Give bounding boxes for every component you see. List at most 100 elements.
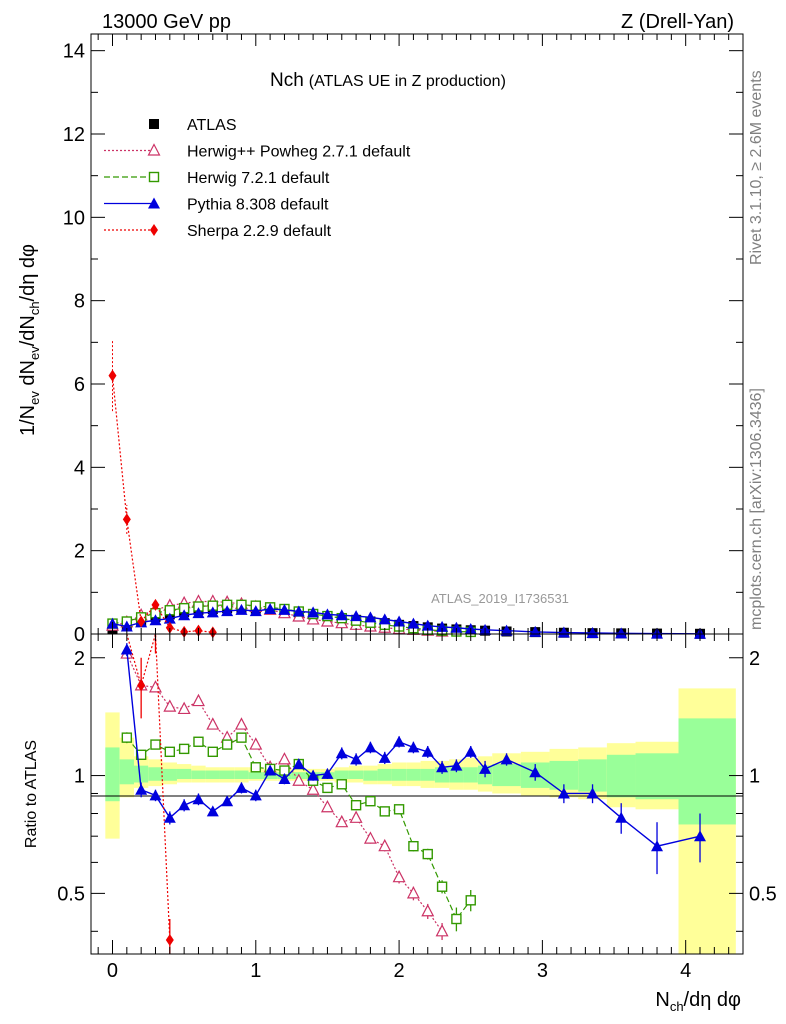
- ratio-band-inner: [133, 765, 149, 783]
- pythia-main-point: [407, 617, 420, 629]
- y-axis-label-ratio: Ratio to ATLAS: [23, 740, 40, 848]
- pythia-ratio-point: [557, 787, 570, 799]
- ratio-band-inner: [191, 770, 206, 779]
- pythia-ratio-point: [364, 741, 377, 753]
- pythia-ratio-point: [178, 799, 191, 811]
- main-ytick-label: 2: [74, 541, 85, 563]
- pythia-main-point: [249, 605, 262, 617]
- plot-title-sub: (ATLAS UE in Z production): [309, 73, 506, 90]
- pythia-main-point: [264, 603, 277, 614]
- sherpa-main-point: [108, 369, 117, 382]
- pythia-main-point: [615, 627, 628, 639]
- herwig7-ratio-point: [408, 840, 419, 852]
- pythia-main-point: [557, 626, 570, 638]
- herwigpp-ratio-point: [392, 869, 406, 883]
- herwig7-ratio-point: [178, 743, 190, 755]
- pythia-main-point: [450, 621, 463, 633]
- ratio-ytick-label: 0.5: [57, 883, 85, 905]
- ratio-frame: [90, 633, 744, 955]
- pythia-ratio-point: [206, 805, 219, 817]
- sherpa-main-point: [137, 615, 146, 628]
- ratio-band-inner: [377, 768, 392, 781]
- herwig7-ratio-point: [121, 732, 133, 743]
- legend-label-herwigpp: Herwig++ Powheg 2.7.1 default: [187, 144, 411, 161]
- pythia-main-point: [206, 606, 219, 618]
- ratio-band-inner: [105, 747, 120, 802]
- pythia-ratio-point: [500, 753, 513, 765]
- herwig7-ratio-point: [336, 779, 347, 790]
- xtick-label: 1: [250, 960, 261, 982]
- mcplots-label: mcplots.cern.ch [arXiv:1306.3436]: [748, 388, 765, 630]
- pythia-main-point: [378, 613, 391, 625]
- pythia-ratio-point: [586, 787, 599, 799]
- ratio-band-inner: [248, 772, 263, 779]
- pythia-ratio-point: [249, 789, 262, 801]
- pythia-ratio-point: [120, 643, 133, 655]
- herwigpp-ratio-point: [148, 680, 162, 693]
- herwigpp-ratio-point: [249, 737, 263, 750]
- pythia-main-point: [393, 615, 406, 627]
- ratio-band-inner: [606, 754, 636, 798]
- ratio-band-inner: [262, 772, 278, 779]
- ratio-ytick-label-right: 0.5: [749, 883, 777, 905]
- herwig7-ratio-point: [193, 736, 204, 747]
- ratio-band-inner: [176, 768, 192, 779]
- herwigpp-main-line: [112, 600, 443, 633]
- herwigpp-ratio-point: [306, 782, 320, 795]
- plot-title: Nch (ATLAS UE in Z production): [270, 70, 506, 91]
- pythia-ratio-point: [192, 793, 205, 805]
- pythia-ratio-point: [321, 767, 334, 779]
- ratio-bands: [105, 688, 736, 954]
- ratio-band-inner: [348, 770, 364, 779]
- main-ytick-label: 0: [74, 624, 85, 646]
- herwigpp-ratio-point: [349, 810, 363, 823]
- herwig7-ratio-point: [207, 746, 219, 758]
- sherpa-main-point: [165, 621, 174, 634]
- herwigpp-ratio-line: [126, 653, 443, 932]
- ratio-ytick-label: 2: [74, 648, 85, 670]
- herwig7-ratio-point: [365, 796, 376, 807]
- pythia-ratio-point: [264, 764, 277, 776]
- main-ytick-label: 6: [74, 374, 85, 396]
- pythia-ratio-point: [464, 745, 477, 757]
- x-axis-label: Nch/dη dφ: [655, 989, 741, 1014]
- pythia-main-point: [278, 603, 291, 615]
- herwigpp-ratio-point: [292, 773, 306, 786]
- pythia-ratio-point: [278, 772, 291, 784]
- legend-marker-atlas: [149, 119, 159, 129]
- pythia-main-point: [436, 620, 449, 632]
- legend-label-sherpa: Sherpa 2.2.9 default: [187, 223, 332, 240]
- herwigpp-ratio-point: [406, 886, 420, 899]
- pythia-main-point: [421, 619, 434, 631]
- main-ytick-label: 12: [63, 124, 85, 146]
- ratio-band-inner: [449, 767, 464, 783]
- herwigpp-ratio-point: [378, 838, 392, 852]
- pythia-main-point: [120, 620, 133, 632]
- main-ytick-label: 4: [74, 457, 85, 479]
- pythia-ratio-point: [421, 745, 434, 757]
- herwig7-ratio-point: [393, 804, 405, 815]
- herwigpp-ratio-point: [320, 799, 334, 813]
- main-ytick-label: 14: [63, 41, 85, 63]
- herwig7-ratio-point: [150, 739, 161, 750]
- legend: ATLAS Herwig++ Powheg 2.7.1 default Herwig…: [104, 117, 411, 240]
- pythia-ratio-point: [479, 762, 492, 774]
- legend-marker-pythia: [148, 197, 160, 209]
- herwigpp-ratio-point: [191, 693, 205, 707]
- pythia-ratio-point: [163, 811, 176, 823]
- legend-marker-sherpa: [150, 224, 158, 236]
- beam-label: 13000 GeV pp: [102, 11, 231, 33]
- ratio-band-inner: [205, 770, 220, 779]
- pythia-main-point: [335, 609, 348, 621]
- legend-marker-herwigpp: [147, 143, 161, 156]
- xtick-label: 3: [537, 960, 548, 982]
- pythia-main-point: [321, 608, 334, 620]
- xtick-label: 0: [107, 960, 118, 982]
- pythia-ratio-point: [694, 830, 707, 842]
- pythia-ratio-point: [335, 747, 348, 759]
- xtick-label: 4: [680, 960, 691, 982]
- pythia-ratio-point: [615, 811, 628, 823]
- herwigpp-ratio-point: [335, 814, 349, 828]
- pythia-ratio-point: [407, 741, 420, 753]
